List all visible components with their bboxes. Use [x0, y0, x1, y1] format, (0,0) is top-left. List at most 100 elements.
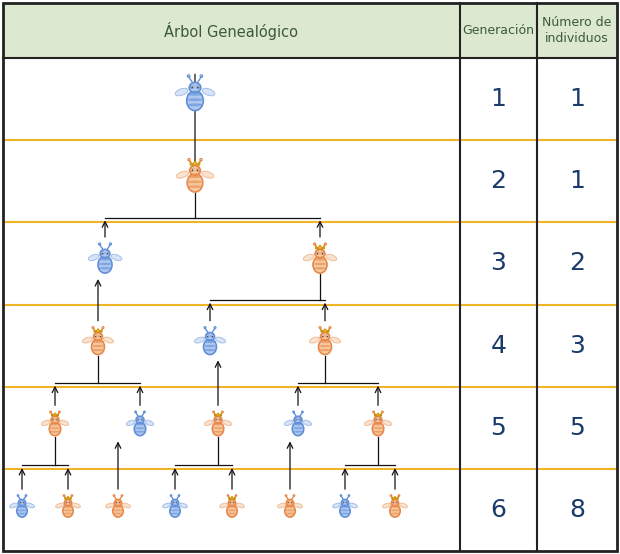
- Ellipse shape: [204, 341, 216, 343]
- Bar: [537, 58, 617, 140]
- Circle shape: [231, 496, 232, 497]
- Ellipse shape: [135, 430, 145, 433]
- Circle shape: [94, 329, 95, 330]
- Circle shape: [229, 502, 231, 503]
- Circle shape: [375, 418, 377, 420]
- Ellipse shape: [399, 503, 407, 508]
- Ellipse shape: [92, 345, 104, 347]
- Ellipse shape: [332, 503, 340, 508]
- Circle shape: [342, 501, 344, 504]
- Ellipse shape: [99, 263, 112, 265]
- Circle shape: [316, 245, 317, 247]
- Ellipse shape: [92, 339, 105, 355]
- Ellipse shape: [223, 420, 232, 425]
- Ellipse shape: [170, 506, 180, 508]
- Circle shape: [381, 413, 382, 414]
- Ellipse shape: [373, 423, 383, 425]
- Ellipse shape: [294, 503, 303, 508]
- Circle shape: [64, 496, 66, 497]
- Circle shape: [191, 168, 194, 172]
- Ellipse shape: [187, 173, 203, 192]
- Ellipse shape: [179, 503, 187, 508]
- Ellipse shape: [73, 503, 81, 508]
- Circle shape: [215, 419, 216, 420]
- Ellipse shape: [285, 512, 294, 515]
- Circle shape: [232, 501, 235, 504]
- Circle shape: [379, 419, 381, 420]
- Ellipse shape: [202, 171, 214, 178]
- Ellipse shape: [212, 422, 224, 435]
- Circle shape: [100, 336, 101, 337]
- Circle shape: [378, 413, 379, 414]
- Ellipse shape: [365, 420, 373, 425]
- Ellipse shape: [94, 332, 102, 341]
- Text: Generación: Generación: [463, 24, 534, 37]
- Ellipse shape: [205, 332, 215, 341]
- Circle shape: [198, 161, 200, 162]
- Bar: [460, 58, 537, 140]
- Text: 6: 6: [490, 498, 507, 522]
- Circle shape: [234, 496, 236, 497]
- Circle shape: [191, 86, 193, 88]
- Circle shape: [190, 161, 192, 162]
- Text: Árbol Genealógico: Árbol Genealógico: [164, 22, 298, 39]
- Ellipse shape: [285, 420, 293, 425]
- Ellipse shape: [170, 510, 180, 511]
- Ellipse shape: [309, 337, 319, 343]
- Ellipse shape: [82, 337, 92, 343]
- Text: Número de
individuos: Número de individuos: [542, 16, 612, 45]
- Polygon shape: [321, 329, 329, 332]
- Ellipse shape: [292, 422, 304, 435]
- Ellipse shape: [63, 510, 73, 511]
- Circle shape: [323, 245, 324, 247]
- Bar: [3, 387, 460, 469]
- Ellipse shape: [9, 503, 17, 508]
- Ellipse shape: [99, 258, 112, 260]
- Circle shape: [137, 418, 140, 420]
- Ellipse shape: [105, 503, 113, 508]
- Circle shape: [299, 419, 301, 420]
- Ellipse shape: [213, 423, 223, 425]
- Circle shape: [206, 335, 209, 337]
- Circle shape: [101, 252, 104, 255]
- Ellipse shape: [330, 337, 340, 343]
- Ellipse shape: [135, 427, 145, 429]
- Circle shape: [69, 501, 71, 504]
- Ellipse shape: [50, 430, 60, 433]
- Circle shape: [299, 418, 301, 420]
- Polygon shape: [316, 245, 324, 249]
- Ellipse shape: [391, 500, 399, 506]
- Circle shape: [65, 501, 68, 504]
- Ellipse shape: [372, 422, 384, 435]
- Ellipse shape: [374, 416, 382, 423]
- Bar: [3, 3, 460, 58]
- Circle shape: [322, 336, 324, 337]
- Text: 3: 3: [490, 252, 507, 275]
- Text: 2: 2: [569, 252, 585, 275]
- Ellipse shape: [60, 420, 69, 425]
- Circle shape: [319, 245, 321, 247]
- Ellipse shape: [100, 249, 110, 258]
- Text: 3: 3: [569, 334, 585, 357]
- Ellipse shape: [177, 171, 188, 178]
- Ellipse shape: [227, 512, 237, 515]
- Ellipse shape: [170, 512, 180, 515]
- Text: 5: 5: [490, 416, 507, 440]
- Circle shape: [375, 419, 376, 420]
- Ellipse shape: [171, 500, 179, 506]
- Circle shape: [291, 501, 293, 504]
- Ellipse shape: [135, 423, 145, 425]
- Bar: [460, 305, 537, 387]
- Circle shape: [52, 418, 54, 420]
- Ellipse shape: [122, 503, 130, 508]
- Circle shape: [23, 501, 25, 504]
- Ellipse shape: [340, 506, 350, 508]
- Ellipse shape: [303, 254, 314, 261]
- Bar: [537, 469, 617, 551]
- Bar: [537, 387, 617, 469]
- Circle shape: [327, 336, 328, 337]
- Ellipse shape: [188, 185, 202, 188]
- Circle shape: [55, 413, 56, 414]
- Ellipse shape: [195, 337, 205, 343]
- Polygon shape: [374, 413, 381, 416]
